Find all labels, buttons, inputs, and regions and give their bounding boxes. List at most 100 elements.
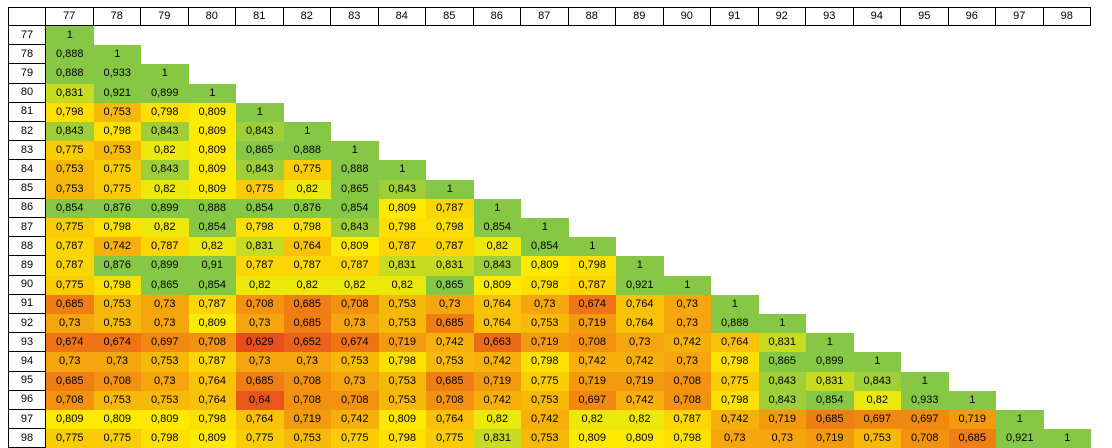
matrix-cell: 0,798: [426, 218, 474, 238]
matrix-cell: 0,888: [711, 314, 759, 334]
matrix-cell: 1: [663, 275, 711, 295]
matrix-cell: 0,708: [663, 390, 711, 410]
matrix-cell: 0,82: [331, 275, 379, 295]
matrix-cell: 0,719: [758, 410, 806, 430]
matrix-cell: 0,809: [616, 429, 664, 448]
matrix-cell: 0,719: [283, 410, 331, 430]
matrix-cell: 0,73: [236, 314, 284, 334]
matrix-cell: 0,843: [378, 179, 426, 199]
matrix-cell: 0,719: [806, 429, 854, 448]
column-header-86: 86: [473, 7, 521, 26]
matrix-cell: 0,742: [616, 352, 664, 372]
matrix-cell: 0,775: [331, 429, 379, 448]
matrix-cell: 0,876: [93, 198, 141, 218]
matrix-cell: 0,73: [521, 294, 569, 314]
matrix-cell: 0,753: [141, 352, 189, 372]
matrix-cell: 0,73: [711, 429, 759, 448]
matrix-cell: 0,809: [188, 102, 236, 122]
matrix-cell: 0,719: [568, 314, 616, 334]
matrix-cell: 0,865: [426, 275, 474, 295]
column-header-83: 83: [331, 7, 379, 26]
matrix-cell: 0,753: [46, 179, 94, 199]
matrix-cell: 0,809: [93, 410, 141, 430]
matrix-cell: 0,753: [93, 102, 141, 122]
matrix-cell: 0,865: [236, 141, 284, 161]
matrix-cell: 0,82: [473, 410, 521, 430]
matrix-cell: 0,708: [188, 333, 236, 353]
column-header-98: 98: [1043, 7, 1091, 26]
matrix-cell: 0,888: [46, 64, 94, 84]
row-header-83: 83: [8, 141, 46, 161]
column-header-78: 78: [93, 7, 141, 26]
matrix-cell: 0,82: [141, 141, 189, 161]
matrix-cell: 0,876: [283, 198, 331, 218]
matrix-cell: 0,798: [46, 102, 94, 122]
matrix-cell: 0,854: [521, 237, 569, 257]
matrix-cell: 1: [806, 333, 854, 353]
matrix-cell: 0,82: [188, 237, 236, 257]
matrix-cell: 0,809: [568, 429, 616, 448]
row-header-89: 89: [8, 256, 46, 276]
row-header-82: 82: [8, 122, 46, 142]
matrix-cell: 1: [568, 237, 616, 257]
matrix-cell: 0,652: [283, 333, 331, 353]
matrix-cell: 0,843: [141, 122, 189, 142]
row-header-79: 79: [8, 64, 46, 84]
matrix-cell: 0,809: [188, 160, 236, 180]
matrix-cell: 1: [93, 45, 141, 65]
matrix-cell: 0,764: [616, 294, 664, 314]
column-header-85: 85: [426, 7, 474, 26]
matrix-cell: 0,775: [46, 429, 94, 448]
matrix-cell: 0,843: [236, 122, 284, 142]
matrix-cell: 0,685: [46, 371, 94, 391]
matrix-cell: 0,719: [473, 371, 521, 391]
matrix-cell: 0,708: [46, 390, 94, 410]
matrix-cell: 0,831: [378, 256, 426, 276]
matrix-cell: 0,697: [853, 410, 901, 430]
matrix-cell: 1: [378, 160, 426, 180]
matrix-cell: 0,685: [426, 314, 474, 334]
matrix-cell: 0,73: [426, 294, 474, 314]
matrix-cell: 0,775: [93, 179, 141, 199]
matrix-cell: 0,787: [331, 256, 379, 276]
matrix-cell: 1: [426, 179, 474, 199]
matrix-cell: 0,742: [521, 410, 569, 430]
matrix-cell: 0,73: [141, 294, 189, 314]
matrix-cell: 1: [853, 352, 901, 372]
matrix-cell: 0,742: [473, 352, 521, 372]
row-header-81: 81: [8, 102, 46, 122]
matrix-cell: 0,753: [141, 390, 189, 410]
matrix-cell: 0,831: [473, 429, 521, 448]
matrix-cell: 0,719: [948, 410, 996, 430]
column-header-95: 95: [901, 7, 949, 26]
matrix-cell: 0,753: [378, 294, 426, 314]
matrix-cell: 0,674: [93, 333, 141, 353]
row-header-85: 85: [8, 179, 46, 199]
matrix-cell: 0,719: [568, 371, 616, 391]
matrix-cell: 0,73: [93, 352, 141, 372]
matrix-cell: 0,831: [236, 237, 284, 257]
matrix-cell: 0,685: [46, 294, 94, 314]
matrix-cell: 0,753: [93, 314, 141, 334]
matrix-cell: 0,787: [426, 198, 474, 218]
matrix-cell: 0,82: [141, 218, 189, 238]
matrix-cell: 0,933: [93, 64, 141, 84]
matrix-cell: 1: [521, 218, 569, 238]
matrix-cell: 0,708: [331, 390, 379, 410]
matrix-cell: 0,854: [236, 198, 284, 218]
matrix-cell: 0,73: [663, 314, 711, 334]
matrix-cell: 0,888: [283, 141, 331, 161]
matrix-cell: 0,798: [93, 122, 141, 142]
matrix-cell: 0,798: [93, 275, 141, 295]
matrix-cell: 0,775: [46, 141, 94, 161]
matrix-cell: 0,843: [758, 371, 806, 391]
matrix-cell: 0,764: [473, 314, 521, 334]
matrix-cell: 0,708: [236, 294, 284, 314]
column-header-97: 97: [996, 7, 1044, 26]
matrix-cell: 0,798: [711, 352, 759, 372]
matrix-cell: 1: [46, 26, 94, 46]
matrix-cell: 0,854: [806, 390, 854, 410]
matrix-cell: 0,697: [141, 333, 189, 353]
matrix-cell: 0,854: [188, 275, 236, 295]
matrix-cell: 0,753: [378, 390, 426, 410]
